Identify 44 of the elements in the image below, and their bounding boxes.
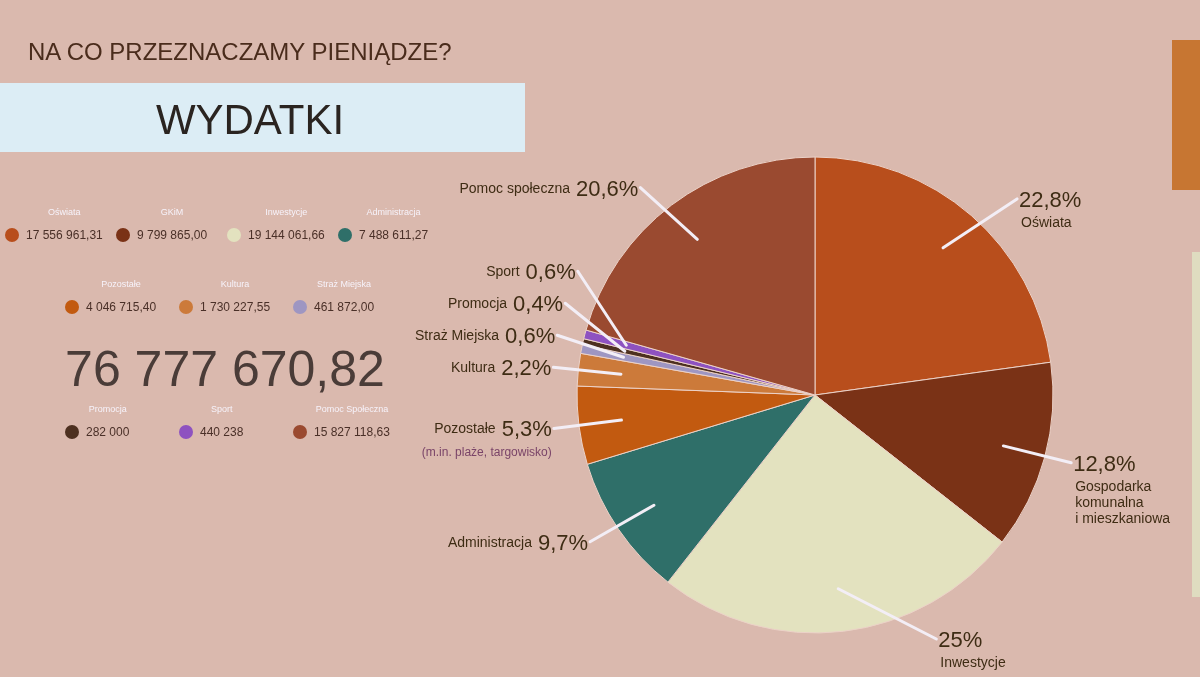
- data-label: 0,6%: [505, 323, 556, 349]
- slice-label: Kultura: [450, 359, 496, 376]
- slice-label: Sport: [486, 263, 520, 280]
- slice-label: Administracja: [447, 533, 533, 550]
- category-label: Pomoc Społeczna: [315, 404, 389, 414]
- text: 1 730 227,55: [200, 300, 271, 314]
- text: 7 488 611,27: [359, 228, 429, 242]
- data-label: 5,3%: [501, 416, 552, 442]
- text: 4 046 715,40: [86, 300, 157, 314]
- slice-label: Promocja: [447, 295, 508, 312]
- category-label: Sport: [210, 404, 233, 414]
- text: 17 556 961,31: [26, 228, 103, 242]
- category-label: Pozostałe: [101, 279, 141, 289]
- category-label: Inwestycje: [265, 207, 308, 217]
- data-label: 20,6%: [575, 175, 639, 201]
- text: 19 144 061,66: [248, 228, 325, 242]
- category-label: Straż Miejska: [317, 279, 372, 289]
- slice-label: Pomoc społeczna: [459, 179, 571, 196]
- data-label: 0,4%: [513, 291, 564, 317]
- slice-label: Straż Miejska: [415, 327, 500, 344]
- data-label: 12,8%: [1073, 450, 1136, 476]
- data-label: 25%: [938, 627, 983, 652]
- data-label: 0,6%: [525, 259, 576, 285]
- category-label: GKiM: [160, 207, 184, 217]
- text: 76 777 670,82: [65, 341, 385, 397]
- data-label: 22,8%: [1019, 186, 1082, 212]
- text: 440 238: [200, 425, 244, 439]
- text: NA CO PRZEZNACZAMY PIENIĄDZE?: [28, 38, 452, 65]
- text: 9 799 865,00: [137, 228, 208, 242]
- category-label: Kultura: [220, 279, 250, 289]
- slice-label: Oświata: [1021, 213, 1072, 230]
- text: (m.in. plaże, targowisko): [421, 445, 552, 460]
- data-label: 9,7%: [537, 529, 589, 555]
- text: WYDATKI: [155, 96, 345, 143]
- slice-label: Gospodarka komunalna i mieszkaniowa: [1075, 477, 1171, 526]
- text: 461 872,00: [314, 300, 375, 314]
- text: 282 000: [86, 425, 130, 439]
- category-label: Administracja: [366, 207, 421, 217]
- text: 15 827 118,63: [314, 425, 390, 439]
- category-label: Promocja: [88, 404, 127, 414]
- data-label: 2,2%: [501, 355, 552, 381]
- slice-label: Pozostałe: [434, 420, 496, 437]
- category-label: Oświata: [48, 207, 81, 217]
- slice-label: Inwestycje: [940, 654, 1006, 670]
